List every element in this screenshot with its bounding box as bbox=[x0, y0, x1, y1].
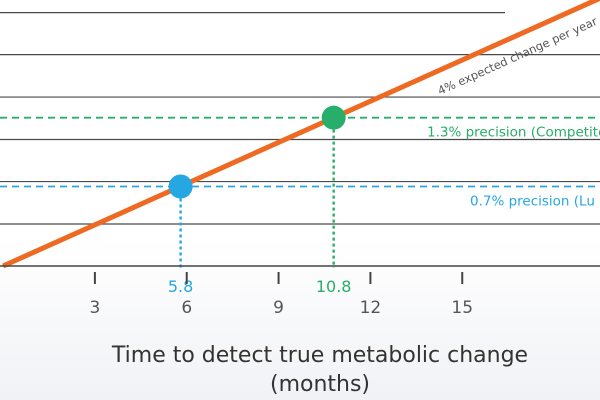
x-tick-label: 6 bbox=[181, 298, 192, 318]
x-tick-label: 15 bbox=[451, 298, 473, 318]
x-tick-label: 12 bbox=[360, 298, 382, 318]
series-line bbox=[2, 0, 600, 269]
x-axis-label-line-2: (months) bbox=[270, 372, 370, 397]
x-axis-label-line-1: Time to detect true metabolic change bbox=[111, 343, 528, 368]
x-tick-label: 3 bbox=[89, 298, 100, 318]
x-axis: 3 6 9 12 15 bbox=[0, 265, 600, 318]
marker-value-label: 5.8 bbox=[168, 277, 193, 296]
intersection-marker bbox=[168, 174, 193, 199]
series-annotation: 4% expected change per year bbox=[435, 14, 599, 98]
marker-value-label: 10.8 bbox=[316, 277, 352, 296]
reference-line-label: 1.3% precision (Competitor) bbox=[427, 125, 600, 141]
x-tick-label: 9 bbox=[273, 298, 284, 318]
intersection-marker bbox=[321, 105, 346, 130]
reference-line-label: 0.7% precision (Lu bbox=[470, 193, 595, 209]
markers: 10.8 5.8 bbox=[168, 105, 352, 296]
reference-lines: 1.3% precision (Competitor) 0.7% precisio… bbox=[0, 116, 600, 209]
